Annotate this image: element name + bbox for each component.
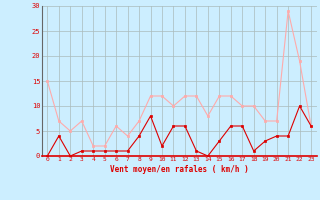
X-axis label: Vent moyen/en rafales ( km/h ): Vent moyen/en rafales ( km/h ): [110, 165, 249, 174]
